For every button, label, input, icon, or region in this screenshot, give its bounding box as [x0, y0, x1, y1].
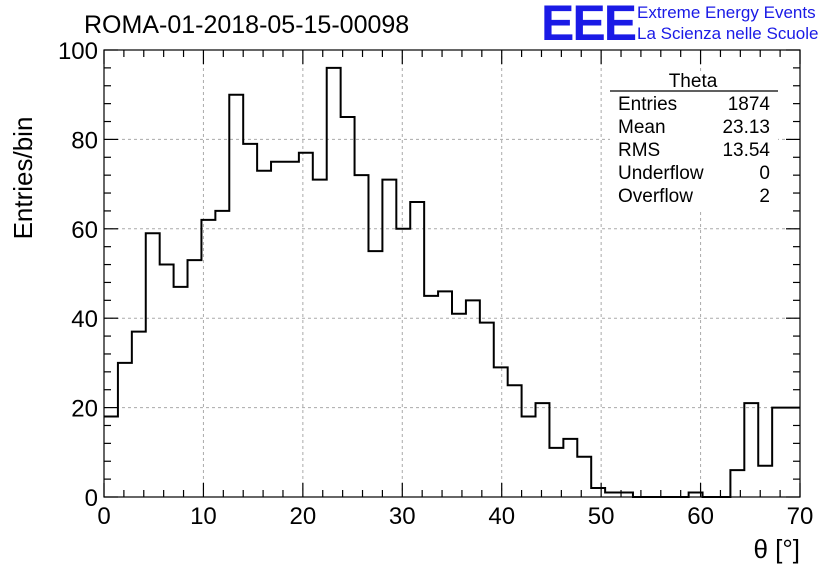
x-tick-label: 20: [290, 503, 317, 530]
logo-mark: EEE: [541, 0, 636, 51]
histogram-bin: [160, 265, 174, 497]
x-tick-label: 60: [687, 503, 714, 530]
stats-row-value: 13.54: [722, 140, 770, 161]
histogram-bin: [772, 408, 786, 497]
histogram-bin: [536, 403, 550, 497]
histogram-bin: [494, 367, 508, 497]
histogram-bin: [786, 408, 800, 497]
histogram-bin: [591, 488, 605, 497]
logo-line-2: La Scienza nelle Scuole: [637, 24, 818, 43]
histogram-bin: [188, 260, 202, 497]
x-tick-label: 40: [488, 503, 515, 530]
logo-line-1: Extreme Energy Events: [637, 3, 816, 22]
stats-box-background: [610, 72, 778, 210]
histogram-bin: [313, 180, 327, 497]
y-tick-label: 80: [71, 127, 98, 154]
x-tick-label: 50: [588, 503, 615, 530]
histogram-bin: [146, 233, 160, 497]
stats-row-value: 23.13: [722, 117, 770, 138]
stats-row-label: RMS: [618, 140, 660, 161]
histogram-bin: [382, 180, 396, 497]
histogram-bin: [452, 314, 466, 497]
histogram-bin: [285, 162, 299, 497]
histogram-bin: [132, 332, 146, 497]
y-tick-label: 20: [71, 396, 98, 423]
histogram-bin: [118, 363, 132, 497]
histogram-bin: [299, 153, 313, 497]
y-tick-labels: 0 20 40 60 80 100: [58, 38, 98, 512]
histogram-bin: [174, 287, 188, 497]
histogram-bin: [201, 220, 215, 497]
axis-ticks: [103, 49, 801, 498]
chart-title: ROMA-01-2018-05-15-00098: [84, 11, 409, 39]
stats-row-label: Underflow: [618, 163, 704, 184]
histogram-bin: [466, 300, 480, 497]
y-axis-title: Entries/bin: [8, 117, 38, 240]
histogram-bin: [549, 448, 563, 497]
x-axis-title: θ [°]: [753, 534, 800, 564]
histogram-bin: [577, 457, 591, 497]
histogram-bin: [396, 229, 410, 497]
x-tick-label: 30: [389, 503, 416, 530]
histogram-bin: [410, 202, 424, 497]
histogram-bin: [257, 171, 271, 497]
histogram-bin: [355, 175, 369, 497]
histogram-bin: [243, 144, 257, 497]
histogram-bin: [424, 296, 438, 497]
histogram-bin: [730, 470, 744, 497]
histogram-bin: [522, 417, 536, 497]
histogram-bin: [605, 493, 619, 497]
histogram-bin: [271, 162, 285, 497]
y-tick-label: 100: [58, 38, 98, 65]
stats-box: Theta Entries 1874 Mean 23.13 RMS 13.54 Underf…: [610, 71, 778, 210]
stats-row-label: Entries: [618, 94, 677, 115]
y-tick-label: 60: [71, 217, 98, 244]
x-tick-label: 70: [787, 503, 814, 530]
x-tick-label: 0: [97, 503, 110, 530]
stats-row-value: 1874: [728, 94, 771, 115]
y-tick-label: 40: [71, 306, 98, 333]
x-tick-labels: 0 10 20 30 40 50 60 70: [97, 503, 813, 530]
stats-box-title: Theta: [669, 71, 718, 92]
histogram-bin: [368, 251, 382, 497]
stats-row-value: 2: [759, 186, 770, 207]
stats-row-label: Overflow: [618, 186, 693, 207]
histogram-bin: [744, 403, 758, 497]
plot-frame: [103, 49, 801, 498]
histogram-bin: [508, 385, 522, 497]
histogram-bin: [341, 117, 355, 497]
histogram-bin: [229, 95, 243, 497]
eee-logo: EEE Extreme Energy Events La Scienza nel…: [541, 0, 818, 51]
histogram-bin: [480, 323, 494, 497]
histogram-bin: [563, 439, 577, 497]
y-tick-label: 0: [85, 485, 98, 512]
x-tick-label: 10: [190, 503, 217, 530]
histogram-bin: [104, 417, 118, 497]
histogram-bin: [438, 291, 452, 497]
stats-row-label: Mean: [618, 117, 666, 138]
stats-row-value: 0: [759, 163, 770, 184]
histogram-bin: [327, 68, 341, 497]
histogram-bin: [215, 211, 229, 497]
